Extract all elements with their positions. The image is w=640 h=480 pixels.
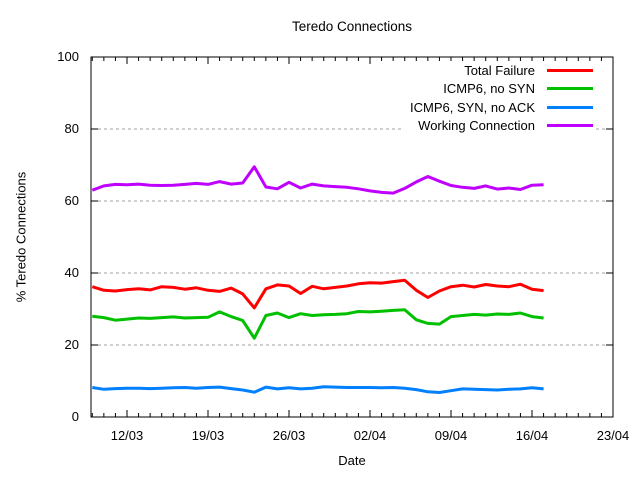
x-tick-label-09-04: 09/04 bbox=[434, 428, 468, 443]
legend-row-icmp6-no-syn: ICMP6, no SYN bbox=[410, 80, 593, 99]
x-tick-label-12-03: 12/03 bbox=[110, 428, 144, 443]
legend-row-total-failure: Total Failure bbox=[410, 61, 593, 80]
legend: Total Failure ICMP6, no SYN ICMP6, SYN, … bbox=[404, 61, 593, 135]
legend-row-working-connection: Working Connection bbox=[410, 117, 593, 136]
x-tick-label-16-04: 16/04 bbox=[515, 428, 549, 443]
y-tick-label-100: 100 bbox=[57, 49, 79, 64]
legend-row-icmp6-syn-no-ack: ICMP6, SYN, no ACK bbox=[410, 98, 593, 117]
legend-label-working-connection: Working Connection bbox=[418, 118, 535, 134]
y-tick-label-80: 80 bbox=[64, 121, 79, 136]
x-tick-label-02-04: 02/04 bbox=[353, 428, 387, 443]
legend-label-total-failure: Total Failure bbox=[464, 62, 535, 78]
x-axis-label: Date bbox=[338, 453, 366, 468]
chart-title: Teredo Connections bbox=[291, 19, 413, 34]
legend-line-swatch-icmp6-no-syn bbox=[547, 87, 593, 91]
x-tick-label-26-03: 26/03 bbox=[272, 428, 306, 443]
y-tick-label-20: 20 bbox=[64, 337, 79, 352]
legend-line-swatch-total-failure bbox=[547, 68, 593, 72]
x-tick-label-23-04: 23/04 bbox=[596, 428, 630, 443]
y-tick-label-0: 0 bbox=[71, 409, 79, 424]
legend-line-swatch-icmp6-syn-no-ack bbox=[547, 105, 593, 109]
x-tick-label-19-03: 19/03 bbox=[191, 428, 225, 443]
series-line-total-failure bbox=[91, 278, 544, 310]
legend-line-swatch-working-connection bbox=[547, 124, 593, 128]
series-line-icmp6-syn-no-ack bbox=[92, 385, 544, 394]
series-line-working-connection bbox=[91, 165, 544, 195]
series-line-icmp6-no-syn bbox=[92, 308, 544, 340]
y-tick-label-60: 60 bbox=[64, 193, 79, 208]
legend-label-icmp6-syn-no-ack: ICMP6, SYN, no ACK bbox=[410, 99, 535, 115]
legend-label-icmp6-no-syn: ICMP6, no SYN bbox=[443, 81, 535, 97]
plot-border bbox=[90, 56, 614, 418]
y-tick-label-40: 40 bbox=[64, 265, 79, 280]
